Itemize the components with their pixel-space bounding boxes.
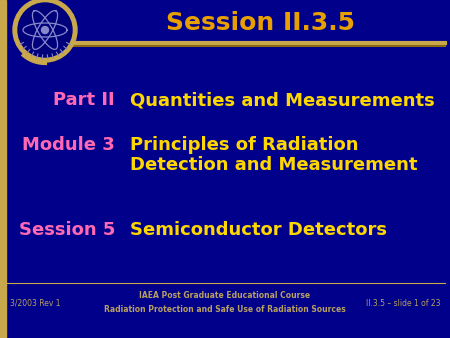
Circle shape — [13, 0, 77, 62]
Text: Radiation Protection and Safe Use of Radiation Sources: Radiation Protection and Safe Use of Rad… — [104, 306, 346, 314]
Text: Module 3: Module 3 — [22, 136, 115, 154]
Text: 3/2003 Rev 1: 3/2003 Rev 1 — [10, 298, 60, 308]
Text: II.3.5 – slide 1 of 23: II.3.5 – slide 1 of 23 — [365, 298, 440, 308]
Text: Quantities and Measurements: Quantities and Measurements — [130, 91, 435, 109]
Text: Detection and Measurement: Detection and Measurement — [130, 156, 418, 174]
Text: Semiconductor Detectors: Semiconductor Detectors — [130, 221, 387, 239]
Text: Session 5: Session 5 — [18, 221, 115, 239]
Text: Session II.3.5: Session II.3.5 — [166, 11, 355, 35]
Text: Principles of Radiation: Principles of Radiation — [130, 136, 359, 154]
Circle shape — [41, 26, 49, 33]
Circle shape — [18, 3, 72, 57]
Bar — [0, 0, 6, 338]
Text: Part II: Part II — [54, 91, 115, 109]
Text: IAEA Post Graduate Educational Course: IAEA Post Graduate Educational Course — [140, 291, 310, 300]
